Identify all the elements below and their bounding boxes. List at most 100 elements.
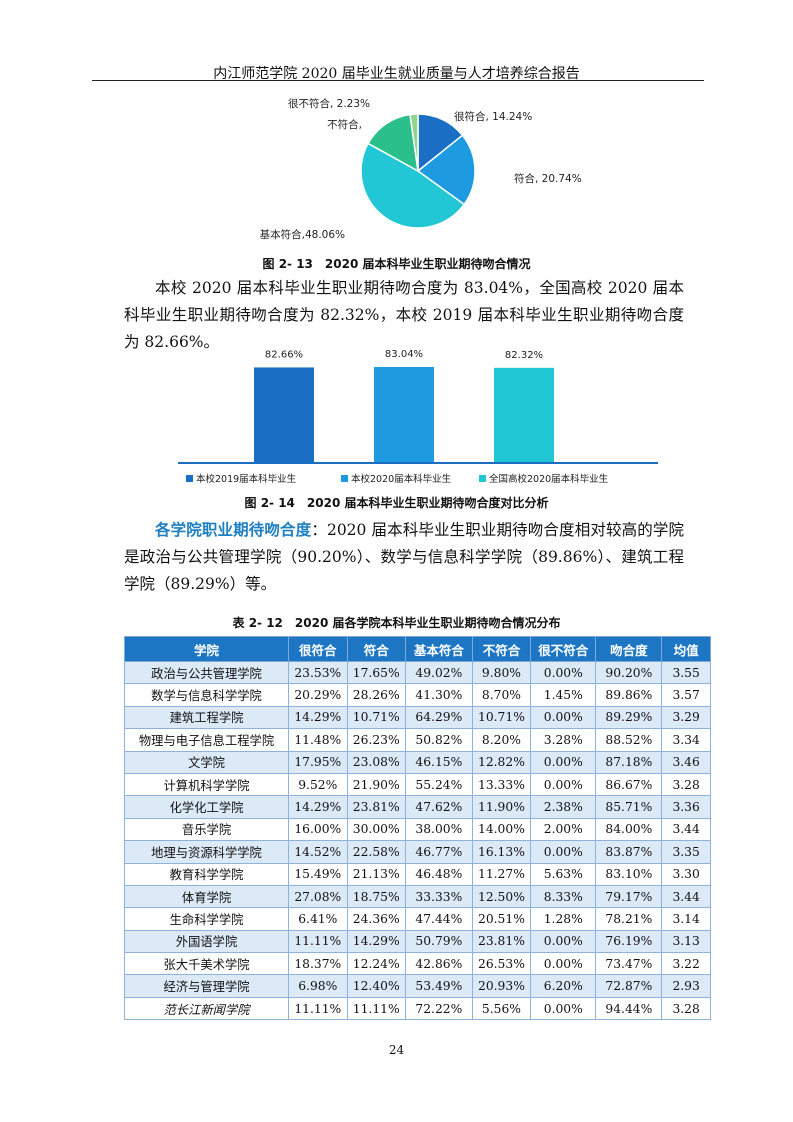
table-cell: 50.79% [404,929,473,954]
table-row: 生命科学学院 6.41% 24.36% 47.44% 20.51% 1.28% 78.21%… [123,907,711,931]
table-cell: 38.00% [404,817,473,842]
table-cell: 1.45% [530,683,597,707]
table-cell: 72.22% [404,996,473,1021]
table-cell: 14.29% [288,795,348,819]
table-cell: 3.34 [661,728,711,752]
table-cell: 76.19% [595,929,663,954]
page-header-title: 内江师范学院 2020 届毕业生就业质量与人才培养综合报告 [213,66,580,82]
table-cell: 3.28 [661,772,711,797]
table-cell: 50.82% [404,728,473,752]
table-cell: 11.27% [471,862,532,886]
bar-legend: 本校2019届本科毕业生 本校2020届本科毕业生 全国高校2020届本科毕业生 [186,473,609,485]
bar-value-label: 83.04% [385,349,423,360]
legend-label: 本校2019届本科毕业生 [196,473,297,485]
paragraph-expectation-summary: 本校 2020 届本科毕业生职业期待吻合度为 83.04%，全国高校 2020 … [124,279,684,351]
table-cell: 46.77% [404,840,473,864]
table-cell: 3.29 [661,705,711,730]
table-cell: 0.00% [530,840,597,864]
college-name-cell: 建筑工程学院 [123,705,290,730]
table-row: 范长江新闻学院 11.11% 11.11% 72.22% 5.56% 0.00% 94.44… [123,996,711,1021]
table-cell: 83.10% [595,862,663,886]
table-cell: 89.86% [595,683,663,707]
table-cell: 11.11% [346,996,406,1021]
table-cell: 3.28 [661,996,711,1021]
table-cell: 0.00% [530,750,597,774]
table-cell: 6.41% [288,907,348,931]
table-cell: 84.00% [595,817,663,842]
table-cell: 55.24% [404,772,473,797]
table-cell: 3.13 [661,929,711,954]
legend-swatch [341,475,348,482]
college-name-cell: 计算机科学学院 [123,772,290,797]
table-header-cell: 符合 [346,636,406,662]
table-cell: 94.44% [595,996,663,1021]
college-name-cell: 物理与电子信息工程学院 [123,728,290,752]
table-cell: 3.36 [661,795,711,819]
table-cell: 14.29% [346,929,406,954]
table-cell: 3.46 [661,750,711,774]
header-divider [92,80,704,81]
table-cell: 73.47% [595,952,663,976]
table-cell: 8.70% [471,683,532,707]
table-cell: 21.90% [346,772,406,797]
college-name-cell: 范长江新闻学院 [123,996,290,1021]
table-cell: 47.44% [404,907,473,931]
pie-labels: 很符合, 14.24% 符合, 20.74% 基本符合,48.06% 不符合, 很不符合… [260,97,582,241]
table-cell: 87.18% [595,750,663,774]
page-number: 24 [388,1043,405,1057]
bar [254,367,314,463]
table-header-cell: 很符合 [288,636,348,662]
paragraph-college-summary: 各学院职业期待吻合度：2020 届本科毕业生职业期待吻合度相对较高的学院是政治与… [124,516,684,598]
bar-value-label: 82.66% [265,349,303,360]
table-cell: 3.14 [661,907,711,931]
bar [494,367,554,463]
table-cell: 3.55 [661,660,711,685]
table-cell: 11.11% [288,996,348,1021]
college-name-cell: 政治与公共管理学院 [123,660,290,685]
college-name-cell: 音乐学院 [123,817,290,842]
table-cell: 9.80% [471,660,532,685]
legend-label: 全国高校2020届本科毕业生 [489,473,609,485]
table-cell: 42.86% [404,952,473,976]
table-cell: 18.75% [346,884,406,909]
table-cell: 83.87% [595,840,663,864]
table-header-cell: 学院 [123,636,290,662]
table-cell: 20.29% [288,683,348,707]
table-cell: 22.58% [346,840,406,864]
table-cell: 89.29% [595,705,663,730]
table-cell: 33.33% [404,884,473,909]
table-caption: 表 2- 12 2020 届各学院本科毕业生职业期待吻合情况分布 [232,616,561,630]
college-name-cell: 数学与信息科学学院 [123,683,290,707]
table-cell: 28.26% [346,683,406,707]
table-cell: 0.00% [530,929,597,954]
pie-slices [360,113,476,229]
slice-satisfied [416,134,476,206]
table-cell: 85.71% [595,795,663,819]
table-cell: 8.20% [471,728,532,752]
pie-slice-label: 符合, 20.74% [514,172,582,185]
table-row: 音乐学院 16.00% 30.00% 38.00% 14.00% 2.00% 84.00% 3… [123,817,711,842]
table-cell: 15.49% [288,862,348,886]
table-row: 政治与公共管理学院 23.53% 17.65% 49.02% 9.80% 0.00% 90.… [123,660,711,685]
table-header-cell: 吻合度 [595,636,663,662]
college-name-cell: 化学化工学院 [123,795,290,819]
college-expectation-table: 学院 很符合 符合 基本符合 不符合 很不符合 吻合度 均值 政治与公共管理学院 23.53% 1… [123,636,711,1021]
table-row: 建筑工程学院 14.29% 10.71% 64.29% 10.71% 0.00% 89.29… [123,705,711,730]
table-cell: 14.00% [471,817,532,842]
pie-slice-label: 很符合, 14.24% [454,110,532,123]
table-row: 数学与信息科学学院 20.29% 28.26% 41.30% 8.70% 1.45% 89.… [123,683,711,707]
table-row: 经济与管理学院 6.98% 12.40% 53.49% 20.93% 6.20% 72.87… [123,974,711,998]
table-cell: 0.00% [530,996,597,1021]
table-cell: 3.22 [661,952,711,976]
table-cell: 64.29% [404,705,473,730]
table-cell: 6.20% [530,974,597,998]
table-cell: 17.95% [288,750,348,774]
table-cell: 90.20% [595,660,663,685]
table-cell: 0.00% [530,772,597,797]
college-name-cell: 体育学院 [123,884,290,909]
table-cell: 27.08% [288,884,348,909]
table-cell: 72.87% [595,974,663,998]
table-cell: 46.48% [404,862,473,886]
table-cell: 2.93 [661,974,711,998]
college-name-cell: 教育科学学院 [123,862,290,886]
